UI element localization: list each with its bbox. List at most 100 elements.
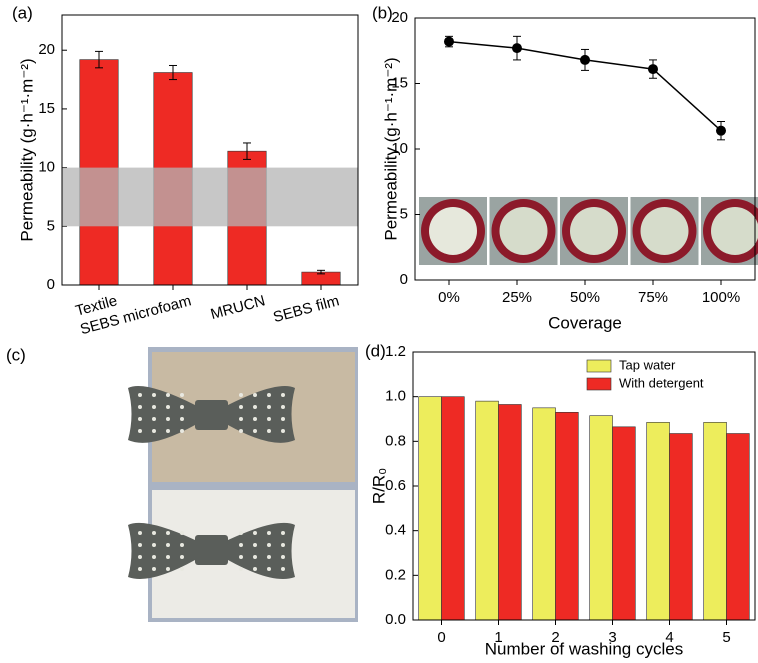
bar: [442, 397, 465, 620]
y-tick-label: 1.0: [385, 388, 406, 405]
dot: [239, 567, 243, 571]
dot: [253, 429, 257, 433]
dot: [138, 393, 142, 397]
y-tick-label: 20: [38, 41, 55, 58]
dot: [138, 543, 142, 547]
y-tick-label: 5: [47, 217, 55, 234]
legend-swatch: [587, 360, 611, 372]
x-tick-label: 1: [494, 629, 502, 646]
point: [580, 55, 590, 65]
dot: [281, 393, 285, 397]
photo-membrane: [641, 207, 689, 255]
dot: [267, 429, 271, 433]
dot: [166, 555, 170, 559]
dot: [281, 531, 285, 535]
bar: [590, 416, 613, 620]
dot: [152, 543, 156, 547]
dot: [281, 429, 285, 433]
point: [648, 64, 658, 74]
y-tick-label: 0.8: [385, 432, 406, 449]
dot: [152, 555, 156, 559]
dot: [267, 417, 271, 421]
panel-label: (d): [365, 341, 386, 360]
bar: [613, 427, 636, 620]
bar: [533, 408, 556, 620]
x-axis-title: Number of washing cycles: [485, 639, 683, 658]
x-tick-label: 5: [722, 629, 730, 646]
bar: [499, 404, 522, 620]
y-tick-label: 0.6: [385, 477, 406, 494]
dot: [239, 429, 243, 433]
dot: [180, 567, 184, 571]
dot: [281, 555, 285, 559]
dot: [267, 405, 271, 409]
point: [716, 126, 726, 136]
dot: [267, 567, 271, 571]
bar: [556, 412, 579, 620]
dot: [281, 417, 285, 421]
shaded-band: [62, 168, 358, 227]
x-tick-label: SEBS film: [271, 292, 341, 326]
dot: [180, 543, 184, 547]
y-tick-label: 1.2: [385, 343, 406, 360]
dot: [180, 429, 184, 433]
dot: [253, 543, 257, 547]
dot: [180, 555, 184, 559]
dot: [253, 417, 257, 421]
dot: [152, 531, 156, 535]
dot: [267, 531, 271, 535]
dot: [138, 531, 142, 535]
dot: [180, 531, 184, 535]
dot: [253, 567, 257, 571]
dot: [239, 393, 243, 397]
dot: [267, 543, 271, 547]
dot: [281, 567, 285, 571]
dot: [138, 405, 142, 409]
dot: [138, 417, 142, 421]
dot: [180, 417, 184, 421]
dot: [166, 405, 170, 409]
dot: [239, 555, 243, 559]
y-tick-label: 0: [47, 276, 55, 293]
legend-label: With detergent: [619, 375, 704, 390]
dot: [152, 567, 156, 571]
legend-label: Tap water: [619, 357, 676, 372]
bar: [419, 397, 442, 620]
legend-swatch: [587, 378, 611, 390]
bar: [670, 434, 693, 620]
dot: [166, 531, 170, 535]
dot: [138, 567, 142, 571]
dot: [239, 543, 243, 547]
dot: [166, 567, 170, 571]
photo-panel: [128, 347, 358, 622]
y-tick-label: 5: [400, 205, 408, 222]
point: [444, 37, 454, 47]
x-tick-label: 2: [551, 629, 559, 646]
photo-membrane: [429, 207, 477, 255]
y-tick-label: 20: [391, 9, 408, 26]
dot: [152, 429, 156, 433]
dot: [267, 393, 271, 397]
bar: [647, 422, 670, 620]
x-tick-label: 100%: [702, 289, 740, 306]
photo-membrane: [570, 207, 618, 255]
y-tick-label: 0.4: [385, 522, 406, 539]
dot: [152, 393, 156, 397]
dot: [152, 417, 156, 421]
photo-membrane: [711, 207, 758, 255]
x-axis-title: Coverage: [548, 313, 622, 332]
x-tick-label: 0%: [438, 289, 460, 306]
dot: [166, 429, 170, 433]
x-tick-label: 3: [608, 629, 616, 646]
dot: [239, 417, 243, 421]
dot: [239, 531, 243, 535]
y-tick-label: 10: [38, 159, 55, 176]
x-tick-label: MRUCN: [209, 292, 267, 323]
y-tick-label: 0: [400, 271, 408, 288]
dot: [253, 393, 257, 397]
dot: [180, 393, 184, 397]
panel-label: (a): [12, 3, 33, 22]
x-tick-label: 75%: [638, 289, 668, 306]
panel-label: (c): [6, 345, 26, 364]
y-tick-label: 0.0: [385, 611, 406, 628]
